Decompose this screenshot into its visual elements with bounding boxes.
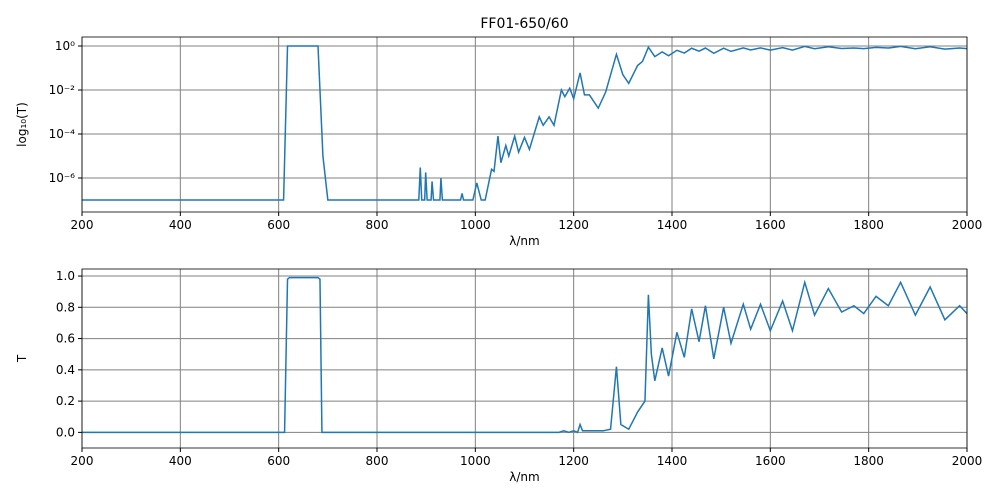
x-axis-label: λ/nm [509, 234, 539, 248]
axes-frame [81, 268, 968, 449]
x-tick-label: 1800 [853, 454, 884, 468]
x-tick-label: 400 [169, 454, 192, 468]
x-tick-label: 800 [366, 218, 389, 232]
x-tick-label: 600 [267, 218, 290, 232]
y-tick-label: 1.0 [56, 269, 75, 283]
x-tick-label: 1400 [657, 218, 688, 232]
x-tick-label: 400 [169, 218, 192, 232]
x-tick-label: 1800 [853, 218, 884, 232]
y-axis-label: log₁₀(T) [15, 102, 29, 147]
y-tick-label: 0.2 [56, 394, 75, 408]
y-tick-label: 10⁰ [55, 39, 75, 53]
y-tick-label: 0.6 [56, 332, 75, 346]
x-tick-label: 200 [71, 454, 94, 468]
x-axis-label: λ/nm [509, 470, 539, 484]
x-tick-label: 200 [71, 218, 94, 232]
data-line [82, 276, 967, 434]
x-tick-label: 1200 [558, 454, 589, 468]
y-tick-label: 0.4 [56, 363, 75, 377]
y-tick-label: 10⁻⁴ [49, 127, 76, 141]
x-tick-label: 1000 [460, 454, 491, 468]
x-tick-label: 1600 [755, 454, 786, 468]
axes-frame [81, 36, 968, 213]
x-tick-label: 1600 [755, 218, 786, 232]
x-tick-label: 1400 [657, 454, 688, 468]
y-tick-label: 10⁻² [49, 83, 76, 97]
x-tick-label: 2000 [952, 454, 983, 468]
y-axis-label: T [15, 354, 29, 363]
x-tick-label: 600 [267, 454, 290, 468]
x-tick-label: 2000 [952, 218, 983, 232]
x-tick-label: 800 [366, 454, 389, 468]
y-tick-label: 0.0 [56, 425, 75, 439]
y-tick-label: 0.8 [56, 300, 75, 314]
x-tick-label: 1200 [558, 218, 589, 232]
data-line [82, 45, 967, 201]
y-tick-label: 10⁻⁶ [49, 171, 76, 185]
x-tick-label: 1000 [460, 218, 491, 232]
chart-title: FF01-650/60 [480, 16, 568, 32]
